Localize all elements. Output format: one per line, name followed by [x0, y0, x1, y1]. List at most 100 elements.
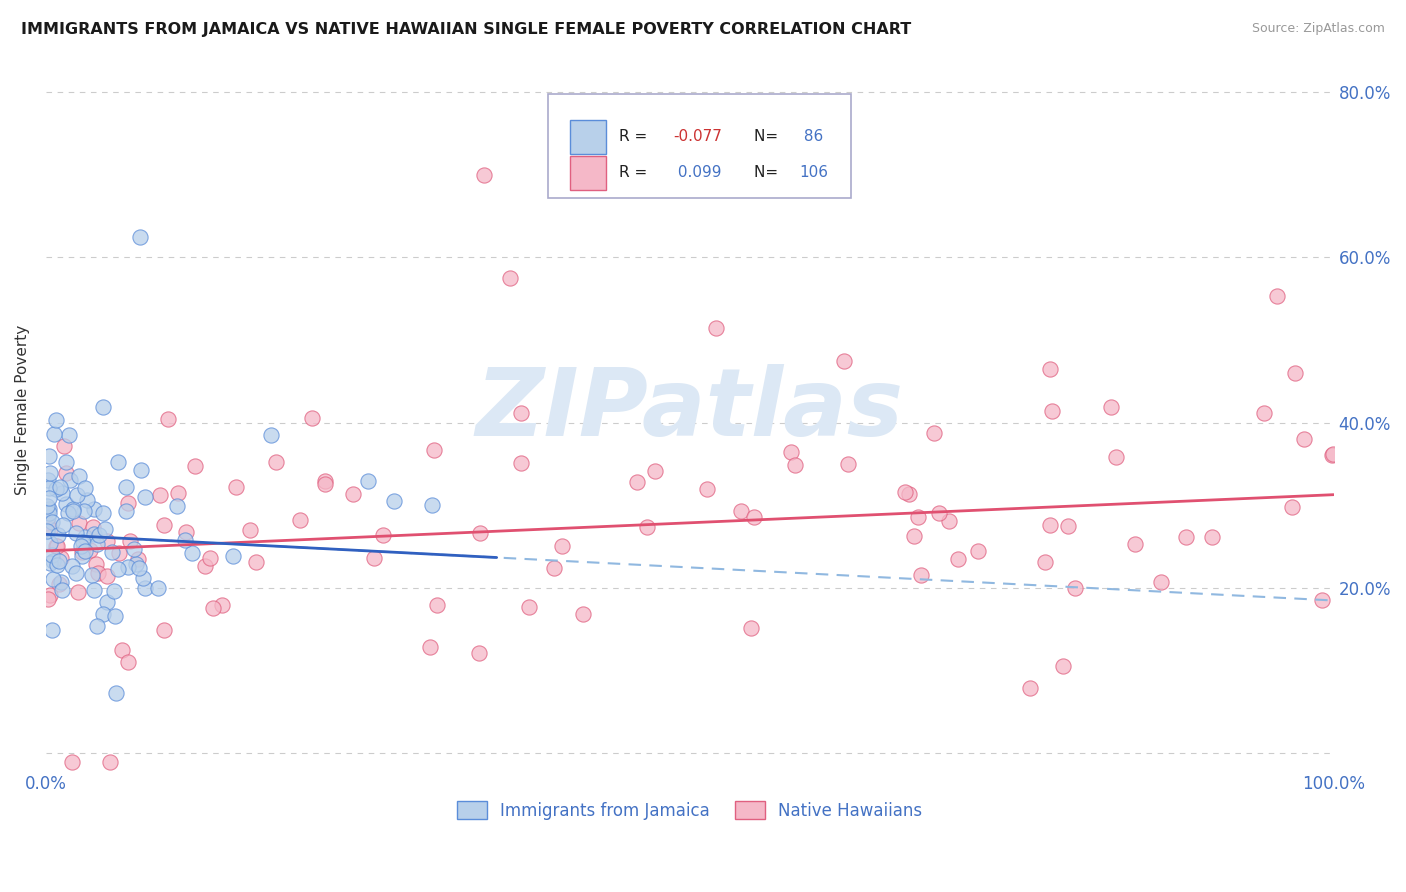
Point	[894, 485, 917, 500]
Point	[79, 543, 101, 558]
Point	[1052, 659, 1074, 673]
Point	[174, 524, 197, 539]
Bar	[569, 120, 606, 154]
Point	[38, 535, 60, 549]
Text: R =: R =	[619, 129, 652, 145]
Point	[86, 537, 108, 551]
Point	[198, 551, 221, 566]
Text: N=: N=	[754, 129, 783, 145]
Point	[60, 559, 83, 574]
Text: ZIPatlas: ZIPatlas	[475, 364, 904, 457]
Point	[1033, 556, 1056, 570]
Point	[572, 607, 595, 621]
Point	[202, 601, 225, 615]
Point	[696, 482, 718, 496]
Point	[779, 444, 801, 458]
Point	[83, 527, 105, 541]
Point	[46, 528, 69, 542]
Point	[152, 517, 174, 532]
Point	[60, 755, 83, 769]
Point	[37, 524, 59, 538]
Point	[1063, 581, 1085, 595]
Point	[89, 528, 111, 542]
Point	[517, 599, 540, 614]
Point	[730, 504, 752, 518]
Point	[1281, 500, 1303, 514]
Point	[115, 480, 138, 494]
Point	[70, 549, 93, 563]
Point	[48, 554, 70, 568]
Point	[1018, 681, 1040, 695]
Point	[96, 533, 118, 548]
Point	[239, 523, 262, 537]
Y-axis label: Single Female Poverty: Single Female Poverty	[15, 326, 30, 495]
Point	[114, 504, 136, 518]
Point	[103, 583, 125, 598]
Point	[55, 455, 77, 469]
Point	[837, 457, 859, 471]
Point	[1265, 289, 1288, 303]
Point	[117, 559, 139, 574]
Point	[510, 406, 533, 420]
Point	[1201, 530, 1223, 544]
Point	[65, 526, 87, 541]
Point	[644, 464, 666, 478]
Point	[82, 520, 104, 534]
Point	[1040, 404, 1063, 418]
Point	[41, 623, 63, 637]
Point	[910, 567, 932, 582]
Point	[45, 413, 67, 427]
Text: 86: 86	[799, 129, 824, 145]
Point	[38, 481, 60, 495]
Point	[1284, 366, 1306, 380]
Point	[59, 473, 82, 487]
Point	[45, 482, 67, 496]
Point	[928, 506, 950, 520]
Point	[371, 527, 394, 541]
Point	[1105, 450, 1128, 464]
Point	[38, 506, 60, 520]
Text: R =: R =	[619, 165, 652, 180]
Point	[134, 581, 156, 595]
Point	[468, 647, 491, 661]
Point	[134, 490, 156, 504]
Point	[58, 506, 80, 520]
Point	[125, 557, 148, 571]
Point	[104, 608, 127, 623]
Point	[222, 549, 245, 563]
Point	[93, 523, 115, 537]
Point	[1175, 529, 1198, 543]
Point	[101, 545, 124, 559]
Point	[314, 477, 336, 491]
Point	[543, 560, 565, 574]
Point	[37, 509, 59, 524]
Point	[55, 466, 77, 480]
Point	[740, 621, 762, 635]
Point	[153, 623, 176, 637]
Point	[96, 569, 118, 583]
Point	[91, 400, 114, 414]
Point	[84, 557, 107, 571]
Point	[342, 486, 364, 500]
Point	[42, 554, 65, 568]
Point	[45, 539, 67, 553]
Point	[211, 598, 233, 612]
Point	[1099, 401, 1122, 415]
Point	[245, 555, 267, 569]
Point	[75, 481, 97, 495]
Point	[73, 504, 96, 518]
Point	[111, 643, 134, 657]
Point	[38, 467, 60, 481]
Point	[129, 463, 152, 477]
Point	[98, 755, 121, 769]
Point	[922, 425, 945, 440]
Point	[107, 561, 129, 575]
Point	[132, 571, 155, 585]
Point	[146, 581, 169, 595]
Point	[122, 542, 145, 557]
Point	[49, 480, 72, 494]
Point	[38, 450, 60, 464]
Point	[76, 492, 98, 507]
Point	[903, 529, 925, 543]
Point	[37, 592, 59, 607]
